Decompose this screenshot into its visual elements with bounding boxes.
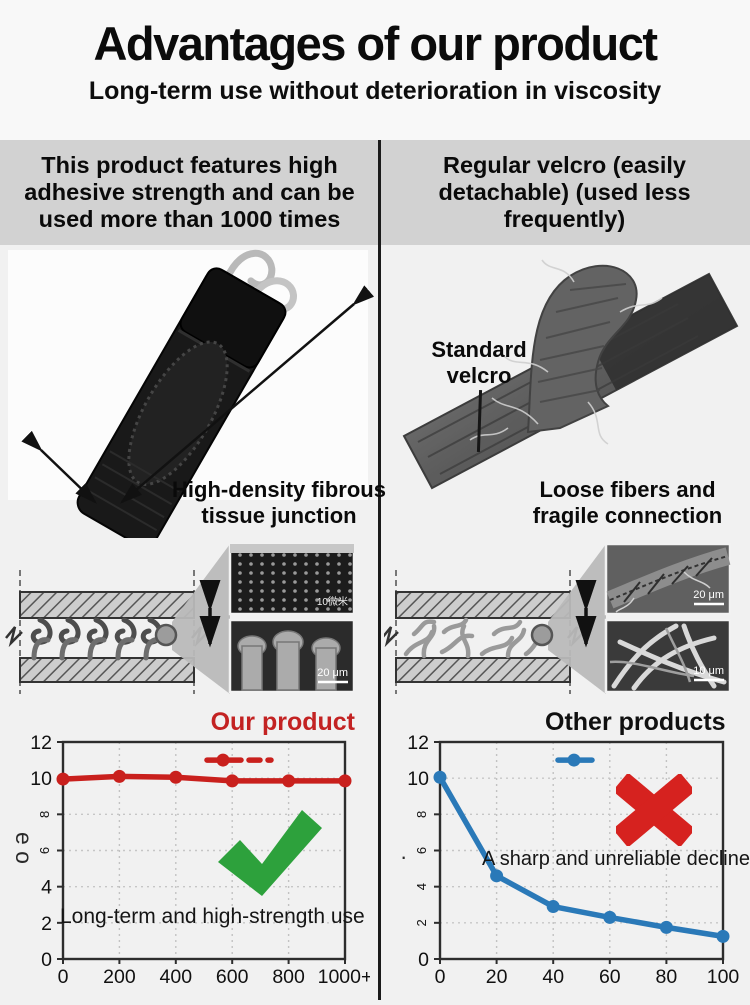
svg-text:0: 0 xyxy=(435,966,446,988)
svg-text:80: 80 xyxy=(656,966,678,988)
svg-text:2: 2 xyxy=(41,913,52,935)
sem-image-loose-fibers: 10 μm xyxy=(604,618,732,694)
break-symbol xyxy=(5,626,23,648)
column-divider xyxy=(378,140,381,1000)
left-chart-title: Our product xyxy=(210,708,355,736)
right-chart-title: Other products xyxy=(545,708,726,736)
scale-label: 10 μm xyxy=(693,665,724,677)
our-product-chart: 0 2 4 6 8 10 12 0 200 400 600 800 1000+ xyxy=(10,702,372,1000)
page-subtitle: Long-term use without deterioration in v… xyxy=(88,77,662,105)
svg-text:200: 200 xyxy=(103,966,136,988)
left-chart-annotation: Long-term and high-strength use xyxy=(60,905,365,928)
svg-text:8: 8 xyxy=(414,811,429,818)
right-y-axis-label-fragment: · xyxy=(400,844,408,869)
svg-text:20: 20 xyxy=(486,966,508,988)
svg-text:4: 4 xyxy=(41,877,52,899)
svg-text:0: 0 xyxy=(58,966,69,988)
width-dimension-arrow xyxy=(21,430,97,504)
right-column-header: Regular velcro (easily detachable) (used… xyxy=(379,140,750,245)
svg-text:400: 400 xyxy=(160,966,193,988)
highlight-node xyxy=(154,623,178,647)
bottom-substrate-bar xyxy=(395,657,571,683)
svg-text:600: 600 xyxy=(216,966,249,988)
worn-velcro-photo xyxy=(402,259,739,490)
peeled-velcro-flap xyxy=(526,264,638,434)
sem-image-braided-fiber: 20 μm xyxy=(604,542,732,616)
right-photo-caption: Loose fibers and fragile connection xyxy=(532,477,723,528)
right-chart-annotation: A sharp and unreliable decline xyxy=(482,848,750,870)
hook-loop-cross-section-diagram: 10微米 20 μm xyxy=(5,542,356,694)
top-substrate-bar xyxy=(395,591,571,619)
left-y-axis-label-fragment: e o xyxy=(11,832,37,864)
break-symbol xyxy=(384,626,399,648)
svg-text:40: 40 xyxy=(542,966,564,988)
green-checkmark-icon xyxy=(218,810,322,896)
svg-text:1000+: 1000+ xyxy=(318,966,370,988)
svg-text:0: 0 xyxy=(41,949,52,971)
scale-label: 10微米 xyxy=(317,595,348,608)
page-title: Advantages of our product xyxy=(93,17,658,70)
frayed-fibers xyxy=(469,259,663,445)
svg-text:8: 8 xyxy=(37,811,52,818)
red-cross-icon xyxy=(616,774,692,846)
svg-text:800: 800 xyxy=(272,966,305,988)
sem-image-pillars: 20 μm xyxy=(228,618,356,694)
standard-velcro-label: Standard velcro xyxy=(431,337,527,388)
length-dimension-arrow xyxy=(120,285,374,504)
bottom-substrate-bar xyxy=(19,657,195,683)
title-band: Advantages of our product Long-term use … xyxy=(0,0,750,140)
loose-fiber-cross-section-diagram: 20 μm 10 μm xyxy=(384,542,732,694)
svg-text:6: 6 xyxy=(414,847,429,854)
svg-text:100: 100 xyxy=(707,966,740,988)
highlight-node xyxy=(530,623,554,647)
loose-fibers xyxy=(403,617,553,659)
svg-text:6: 6 xyxy=(37,847,52,854)
comparison-header-band: This product features high adhesive stre… xyxy=(0,140,750,245)
loops xyxy=(31,637,163,661)
left-column-header: This product features high adhesive stre… xyxy=(0,140,379,245)
scale-label: 20 μm xyxy=(693,589,724,601)
left-column-header-text: This product features high adhesive stre… xyxy=(24,152,355,232)
left-photo-caption: High-density fibrous tissue junction xyxy=(172,477,386,528)
scale-label: 20 μm xyxy=(317,667,348,679)
svg-text:0: 0 xyxy=(418,949,429,971)
top-substrate-bar xyxy=(19,591,195,619)
svg-text:10: 10 xyxy=(407,768,429,790)
product-photo-strap xyxy=(8,249,374,538)
svg-text:12: 12 xyxy=(30,732,52,754)
svg-text:10: 10 xyxy=(30,768,52,790)
right-column-header-text: Regular velcro (easily detachable) (used… xyxy=(438,152,691,232)
svg-text:12: 12 xyxy=(407,732,429,754)
svg-text:60: 60 xyxy=(599,966,621,988)
sem-image-hook-array: 10微米 xyxy=(228,542,356,616)
svg-text:2: 2 xyxy=(414,919,429,926)
svg-text:4: 4 xyxy=(414,883,429,890)
